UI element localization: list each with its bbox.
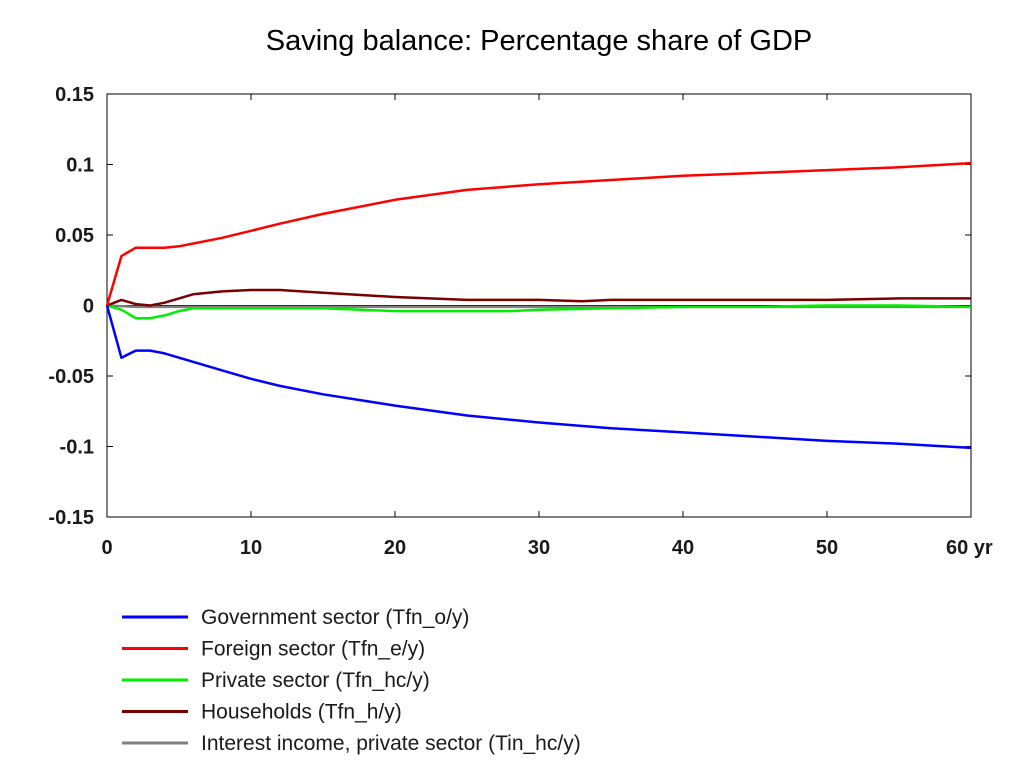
y-tick-label: 0.05: [55, 225, 94, 247]
y-tick-label: -0.15: [48, 507, 94, 529]
series-line-1: [105, 161, 972, 306]
legend-label: Private sector (Tfn_hc/y): [201, 669, 430, 692]
legend-label: Government sector (Tfn_o/y): [201, 606, 469, 629]
series-line-0: [105, 305, 972, 450]
x-tick-label: 30: [528, 537, 550, 559]
legend-label: Households (Tfn_h/y): [201, 701, 402, 724]
axis-ticks: 0.15 0.1 0.05 0 -0.05 -0.1 -0.15 0 10 20 30 40 50 60 …: [48, 84, 993, 559]
series-line-2: [106, 304, 972, 320]
y-tick-label: 0: [83, 296, 94, 318]
y-tick-label: 0.15: [55, 84, 94, 106]
y-tick-label: -0.05: [48, 366, 94, 388]
x-tick-label: 10: [240, 537, 262, 559]
y-tick-label: -0.1: [60, 437, 94, 459]
x-tick-label: 20: [384, 537, 406, 559]
x-tick-label: 50: [816, 537, 838, 559]
x-tick-label: 40: [672, 537, 694, 559]
legend-label: Interest income, private sector (Tin_hc/…: [201, 732, 581, 755]
series-lines: [105, 161, 972, 450]
x-tick-label: 60 yr: [946, 537, 993, 559]
legend: Government sector (Tfn_o/y) Foreign secto…: [122, 606, 581, 755]
legend-label: Foreign sector (Tfn_e/y): [201, 638, 425, 661]
y-tick-label: 0.1: [66, 155, 94, 177]
x-tick-label: 0: [101, 537, 112, 559]
series-line-3: [106, 288, 971, 307]
chart-title: Saving balance: Percentage share of GDP: [266, 25, 813, 57]
